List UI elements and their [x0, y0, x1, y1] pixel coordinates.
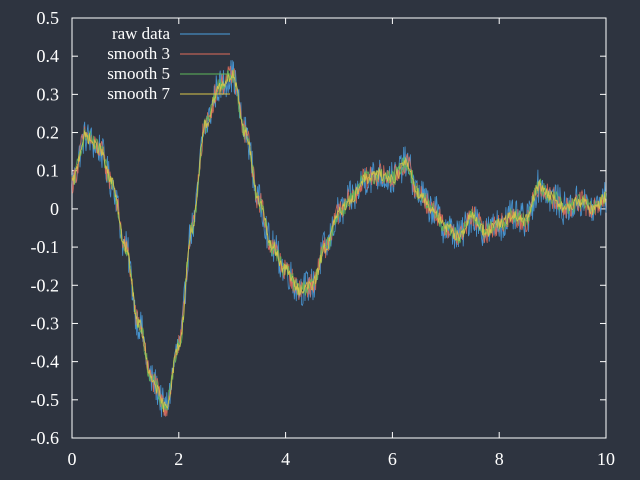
- series-layer: [71, 60, 607, 418]
- x-tick-label: 8: [495, 449, 504, 469]
- y-tick-label: -0.6: [31, 428, 60, 448]
- y-tick-label: 0.1: [37, 161, 60, 181]
- series-line-smooth-7: [71, 70, 607, 413]
- legend-label: smooth 7: [107, 84, 170, 103]
- series-line-smooth-3: [71, 66, 607, 417]
- axis-ticks: 0 2 4 6 8 10 0.5 0.4 0.3 0.2 0.1 0 -0.1 -0.2 -0.3 -0.4 -…: [31, 8, 616, 469]
- legend-label: raw data: [112, 24, 171, 43]
- x-tick-label: 2: [174, 449, 183, 469]
- y-tick-label: -0.5: [31, 390, 60, 410]
- y-tick-label: 0.3: [37, 84, 60, 104]
- x-tick-label: 10: [597, 449, 615, 469]
- y-tick-label: 0.2: [37, 123, 60, 143]
- y-tick-label: -0.2: [31, 275, 60, 295]
- plot-frame: [71, 17, 607, 439]
- series-line-raw-data: [71, 60, 607, 418]
- y-tick-label: -0.4: [31, 352, 60, 372]
- legend-label: smooth 5: [107, 64, 170, 83]
- legend-label: smooth 3: [107, 44, 170, 63]
- x-tick-label: 6: [388, 449, 397, 469]
- y-tick-label: -0.1: [31, 237, 60, 257]
- x-tick-label: 4: [281, 449, 290, 469]
- y-tick-label: 0: [50, 199, 59, 219]
- y-tick-label: -0.3: [31, 313, 60, 333]
- y-tick-label: 0.4: [37, 46, 60, 66]
- y-tick-label: 0.5: [37, 8, 60, 28]
- x-tick-label: 0: [68, 449, 77, 469]
- series-line-smooth-5: [71, 69, 607, 411]
